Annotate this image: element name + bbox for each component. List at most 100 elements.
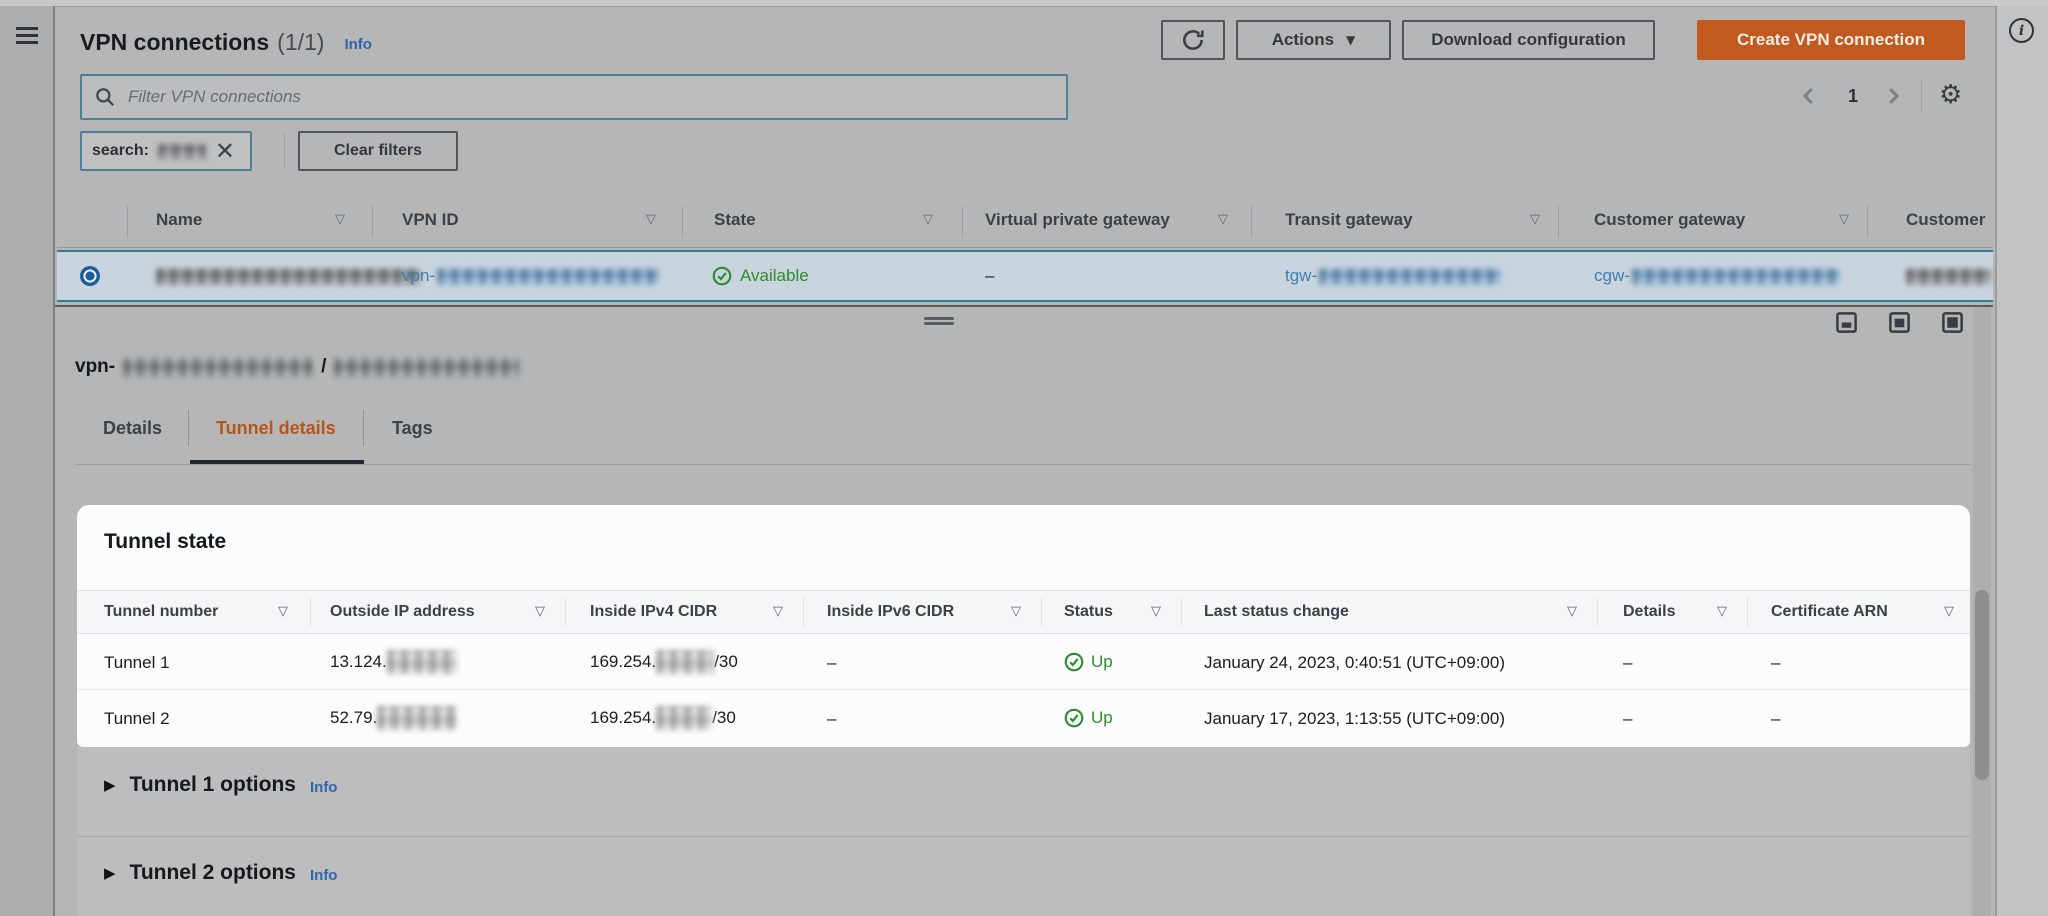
redacted-connection-name [156,268,421,285]
refresh-button[interactable] [1161,20,1225,60]
expand-caret-icon[interactable]: ▶ [104,776,116,794]
create-vpn-connection-button[interactable]: Create VPN connection [1697,20,1965,60]
outside-ip-prefix: 52.79. [330,708,378,727]
filter-input[interactable] [126,86,1054,108]
sort-icon[interactable]: ▽ [1151,604,1161,619]
column-header-details[interactable]: Details [1623,603,1676,620]
redacted-ip-suffix [386,650,457,674]
column-header-state[interactable]: State [714,210,756,229]
redacted-vpn-id [437,267,660,285]
pagination-prev-button[interactable] [1798,84,1820,113]
sort-icon[interactable]: ▽ [773,604,783,619]
sort-icon[interactable]: ▽ [1717,604,1727,619]
sort-icon[interactable]: ▽ [335,212,345,227]
panel-position-bottom-icon[interactable] [1835,311,1858,339]
pagination-current-page[interactable]: 1 [1847,86,1858,106]
tunnel-row-2: Tunnel 2 52.79. 169.254. /30 – Up Januar… [77,691,1970,745]
inside-ipv4-prefix: 169.254. [590,708,657,727]
header-info-link[interactable]: Info [344,35,372,53]
search-filter-token: search: ✕ [80,131,252,171]
sort-icon[interactable]: ▽ [646,212,656,227]
table-settings-gear-icon[interactable]: ⚙ [1939,80,1963,110]
token-dismiss-icon[interactable]: ✕ [214,137,236,165]
sort-icon[interactable]: ▽ [1567,604,1577,619]
connection-table-row[interactable]: vpn- Available – tgw- cgw- [57,250,1993,302]
tunnel-1-options-info-link[interactable]: Info [309,778,338,796]
tunnel-2-options-section[interactable]: ▶ Tunnel 2 options Info [77,837,1970,916]
tunnel-state-card: Tunnel state Tunnel number ▽ Outside IP … [77,505,1970,747]
options-divider [77,836,1970,837]
pagination-next-button[interactable] [1882,84,1904,113]
filter-search-box[interactable] [80,74,1068,120]
sort-icon[interactable]: ▽ [1218,212,1228,227]
certificate-arn-value: – [1771,653,1781,672]
sort-icon[interactable]: ▽ [1011,604,1021,619]
hamburger-menu-icon[interactable] [16,23,38,48]
tunnel-number: Tunnel 1 [104,653,170,672]
column-header-status[interactable]: Status [1064,603,1113,620]
resource-count: (1/1) [277,28,325,55]
clear-filters-button[interactable]: Clear filters [298,131,458,171]
column-header-outside-ip[interactable]: Outside IP address [330,603,475,620]
vpn-id-prefix: vpn- [402,266,436,285]
sort-icon[interactable]: ▽ [1530,212,1540,227]
customer-gateway-link[interactable]: cgw- [1594,252,1840,300]
expand-caret-icon[interactable]: ▶ [104,864,116,882]
column-header-transit-gateway[interactable]: Transit gateway [1285,210,1413,229]
sort-icon[interactable]: ▽ [923,212,933,227]
sort-icon[interactable]: ▽ [278,604,288,619]
column-header-customer[interactable]: Customer [1906,210,1986,229]
transit-gateway-link[interactable]: tgw- [1285,252,1502,300]
tunnel-1-options-section[interactable]: ▶ Tunnel 1 options Info [77,747,1970,836]
column-header-certificate-arn[interactable]: Certificate ARN [1771,603,1888,620]
actions-button[interactable]: Actions ▼ [1236,20,1391,60]
column-header-virtual-private-gateway[interactable]: Virtual private gateway [985,210,1170,229]
page-title: VPN connections [80,28,270,55]
outside-ip-prefix: 13.124. [330,652,387,671]
column-header-name[interactable]: Name [156,210,203,229]
active-tab-underline [190,460,364,464]
status-cell: Up [1064,691,1113,745]
transit-gateway-prefix: tgw- [1285,266,1318,285]
column-header-inside-ipv6[interactable]: Inside IPv6 CIDR [827,603,955,620]
create-label: Create VPN connection [1737,30,1925,49]
vpn-id-link[interactable]: vpn- [402,252,660,300]
panel-position-full-icon[interactable] [1941,311,1964,339]
page-header: VPN connections (1/1) Info [80,24,372,60]
inside-ipv4-cell: 169.254. /30 [590,634,738,690]
tab-tunnel-details[interactable]: Tunnel details [216,418,336,438]
tab-details[interactable]: Details [103,418,163,438]
column-header-vpn-id[interactable]: VPN ID [402,210,459,229]
redacted-ip-suffix [377,706,458,730]
last-status-change-value: January 24, 2023, 0:40:51 (UTC+09:00) [1204,653,1505,672]
token-divider [284,134,285,168]
panel-position-side-icon[interactable] [1888,311,1911,339]
sort-icon[interactable]: ▽ [1944,604,1954,619]
column-header-customer-gateway[interactable]: Customer gateway [1594,210,1746,229]
details-value: – [1623,709,1633,728]
tunnel-table-header [77,590,1970,634]
download-configuration-button[interactable]: Download configuration [1402,20,1655,60]
status-cell: Up [1064,634,1113,690]
last-status-change-value: January 17, 2023, 1:13:55 (UTC+09:00) [1204,709,1505,728]
redacted-cidr [656,706,713,730]
column-header-tunnel-number[interactable]: Tunnel number [104,603,219,620]
panel-scrollbar-thumb[interactable] [1975,590,1989,780]
sort-icon[interactable]: ▽ [535,604,545,619]
info-panel-icon[interactable]: i [2009,18,2034,43]
row-radio-selected[interactable] [80,266,100,286]
tunnel-2-options-info-link[interactable]: Info [309,866,338,884]
tab-divider [188,410,189,446]
redacted-transit-gateway-id [1319,267,1502,285]
inside-ipv6-value: – [827,653,837,672]
column-header-inside-ipv4[interactable]: Inside IPv4 CIDR [590,603,718,620]
detail-title-separator: / [321,356,327,377]
column-header-last-status-change[interactable]: Last status change [1204,603,1349,620]
tabs-bottom-border [76,464,1970,465]
side-nav-collapsed [0,6,55,916]
sort-icon[interactable]: ▽ [1839,212,1849,227]
inside-ipv4-prefix: 169.254. [590,652,657,671]
actions-label: Actions [1271,30,1335,49]
tab-tags[interactable]: Tags [392,418,433,438]
split-panel-drag-handle[interactable] [924,315,954,327]
